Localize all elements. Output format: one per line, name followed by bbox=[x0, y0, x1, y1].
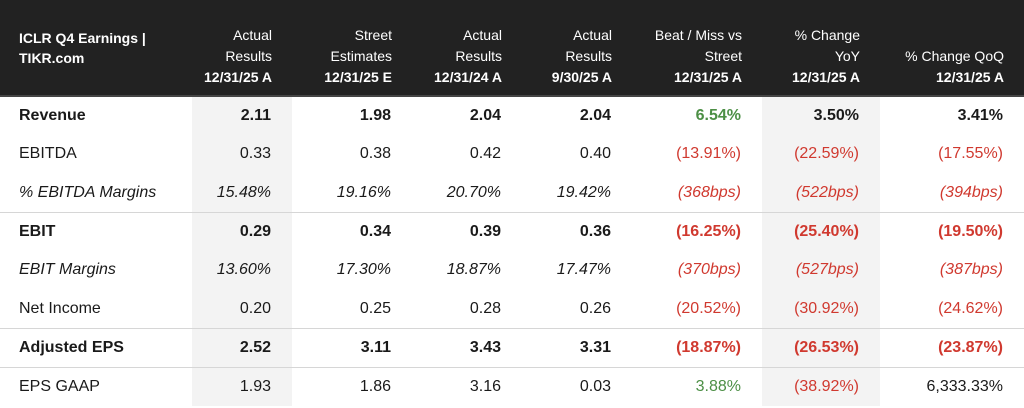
row-label: EPS GAAP bbox=[0, 366, 192, 406]
cell-value: 1.93 bbox=[192, 366, 292, 406]
cell-value: 3.43 bbox=[412, 328, 522, 368]
row-revenue: Revenue 2.11 1.98 2.04 2.04 6.54% 3.50% … bbox=[0, 95, 1024, 135]
table-title: ICLR Q4 Earnings | TIKR.com bbox=[19, 29, 146, 66]
row-label: Revenue bbox=[0, 95, 192, 135]
cell-yoy: (30.92%) bbox=[762, 289, 880, 329]
cell-qoq: (17.55%) bbox=[938, 145, 1003, 163]
cell-value: 0.36 bbox=[522, 211, 632, 251]
cell-beat-miss: 3.88% bbox=[632, 366, 762, 406]
cell-value: 0.03 bbox=[522, 366, 632, 406]
col-header-top: Actual Results bbox=[225, 27, 272, 64]
cell-beat-miss: (16.25%) bbox=[632, 211, 762, 251]
col-header-top: % Change YoY bbox=[794, 27, 860, 64]
cell-qoq: (23.87%) bbox=[880, 328, 1024, 368]
cell-value: 0.20 bbox=[192, 289, 292, 329]
cell-yoy: (25.40%) bbox=[762, 211, 880, 251]
row-label: % EBITDA Margins bbox=[19, 183, 157, 201]
cell-value: 17.47% bbox=[556, 261, 611, 279]
row-adjusted-eps: Adjusted EPS 2.52 3.11 3.43 3.31 (18.87%… bbox=[0, 328, 1024, 368]
cell-value: 0.26 bbox=[579, 299, 611, 317]
cell-yoy: 3.50% bbox=[762, 95, 880, 135]
row-ebitda: EBITDA 0.33 0.38 0.42 0.40 (13.91%) (22.… bbox=[0, 134, 1024, 174]
cell-value: 2.04 bbox=[522, 95, 632, 135]
row-label: EBIT bbox=[0, 211, 192, 251]
row-eps-gaap: EPS GAAP 1.93 1.86 3.16 0.03 3.88% (38.9… bbox=[0, 366, 1024, 406]
cell-value: 0.25 bbox=[359, 299, 391, 317]
cell-beat-miss: (370bps) bbox=[677, 261, 741, 279]
col-header-date: 9/30/25 A bbox=[551, 69, 612, 85]
cell-value: 1.98 bbox=[292, 95, 412, 135]
col-header-actual-q4-24: Actual Results 12/31/24 A bbox=[412, 0, 522, 96]
cell-qoq: (24.62%) bbox=[938, 299, 1003, 317]
cell-yoy: (26.53%) bbox=[762, 328, 880, 368]
row-ebit-margins: EBIT Margins 13.60% 17.30% 18.87% 17.47%… bbox=[0, 251, 1024, 290]
col-header-top: Actual Results bbox=[565, 27, 612, 64]
row-ebitda-margins: % EBITDA Margins 15.48% 19.16% 20.70% 19… bbox=[0, 173, 1024, 213]
col-header-top: Street Estimates bbox=[330, 27, 392, 64]
cell-yoy: (527bps) bbox=[762, 251, 880, 290]
cell-value: 2.04 bbox=[412, 95, 522, 135]
cell-value: 0.33 bbox=[192, 134, 292, 174]
cell-beat-miss: (20.52%) bbox=[676, 299, 741, 317]
col-header-date: 12/31/25 E bbox=[324, 69, 392, 85]
cell-value: 15.48% bbox=[192, 173, 292, 213]
row-label: EBITDA bbox=[19, 145, 77, 163]
cell-value: 0.42 bbox=[469, 145, 501, 163]
cell-value: 0.38 bbox=[359, 145, 391, 163]
cell-beat-miss: (18.87%) bbox=[632, 328, 762, 368]
col-header-street-estimates: Street Estimates 12/31/25 E bbox=[292, 0, 412, 96]
col-header-top: % Change QoQ bbox=[905, 48, 1004, 64]
cell-value: 3.31 bbox=[522, 328, 632, 368]
row-net-income: Net Income 0.20 0.25 0.28 0.26 (20.52%) … bbox=[0, 289, 1024, 329]
cell-yoy: (522bps) bbox=[762, 173, 880, 213]
col-header-actual-q4-25: Actual Results 12/31/25 A bbox=[192, 0, 292, 96]
cell-value: 3.11 bbox=[292, 328, 412, 368]
cell-beat-miss: (368bps) bbox=[677, 183, 741, 201]
col-header-date: 12/31/25 A bbox=[936, 69, 1004, 85]
cell-value: 13.60% bbox=[192, 251, 292, 290]
header-row: ICLR Q4 Earnings | TIKR.com Actual Resul… bbox=[0, 0, 1024, 96]
cell-value: 18.87% bbox=[446, 261, 501, 279]
col-header-date: 12/31/25 A bbox=[674, 69, 742, 85]
cell-value: 3.16 bbox=[412, 366, 522, 406]
col-header-change-yoy: % Change YoY 12/31/25 A bbox=[762, 0, 880, 96]
col-header-date: 12/31/25 A bbox=[792, 69, 860, 85]
col-header-top: Beat / Miss vs Street bbox=[654, 27, 742, 64]
cell-value: 0.39 bbox=[412, 211, 522, 251]
col-header-date: 12/31/25 A bbox=[204, 69, 272, 85]
cell-qoq: 3.41% bbox=[880, 95, 1024, 135]
cell-value: 0.28 bbox=[469, 299, 501, 317]
cell-yoy: (22.59%) bbox=[762, 134, 880, 174]
row-ebit: EBIT 0.29 0.34 0.39 0.36 (16.25%) (25.40… bbox=[0, 211, 1024, 251]
col-header-beat-miss: Beat / Miss vs Street 12/31/25 A bbox=[632, 0, 762, 96]
cell-value: 0.40 bbox=[579, 145, 611, 163]
table-header: ICLR Q4 Earnings | TIKR.com Actual Resul… bbox=[0, 0, 1024, 96]
row-label: Net Income bbox=[19, 299, 101, 317]
col-header-date: 12/31/24 A bbox=[434, 69, 502, 85]
cell-yoy: (38.92%) bbox=[762, 366, 880, 406]
cell-qoq: 6,333.33% bbox=[880, 366, 1024, 406]
cell-qoq: (387bps) bbox=[939, 261, 1003, 279]
cell-beat-miss: 6.54% bbox=[632, 95, 762, 135]
cell-qoq: (394bps) bbox=[939, 183, 1003, 201]
cell-value: 1.86 bbox=[292, 366, 412, 406]
cell-value: 0.29 bbox=[192, 211, 292, 251]
cell-value: 20.70% bbox=[446, 183, 501, 201]
table-body: Revenue 2.11 1.98 2.04 2.04 6.54% 3.50% … bbox=[0, 95, 1024, 406]
cell-beat-miss: (13.91%) bbox=[676, 145, 741, 163]
row-label: Adjusted EPS bbox=[0, 328, 192, 368]
col-header-top: Actual Results bbox=[455, 27, 502, 64]
cell-value: 19.16% bbox=[336, 183, 391, 201]
col-header-actual-q3-25: Actual Results 9/30/25 A bbox=[522, 0, 632, 96]
cell-value: 17.30% bbox=[336, 261, 391, 279]
cell-value: 2.52 bbox=[192, 328, 292, 368]
row-label: EBIT Margins bbox=[19, 261, 116, 279]
cell-qoq: (19.50%) bbox=[880, 211, 1024, 251]
col-header-change-qoq: % Change QoQ 12/31/25 A bbox=[880, 0, 1024, 96]
cell-value: 2.11 bbox=[192, 95, 292, 135]
cell-value: 0.34 bbox=[292, 211, 412, 251]
cell-value: 19.42% bbox=[556, 183, 611, 201]
